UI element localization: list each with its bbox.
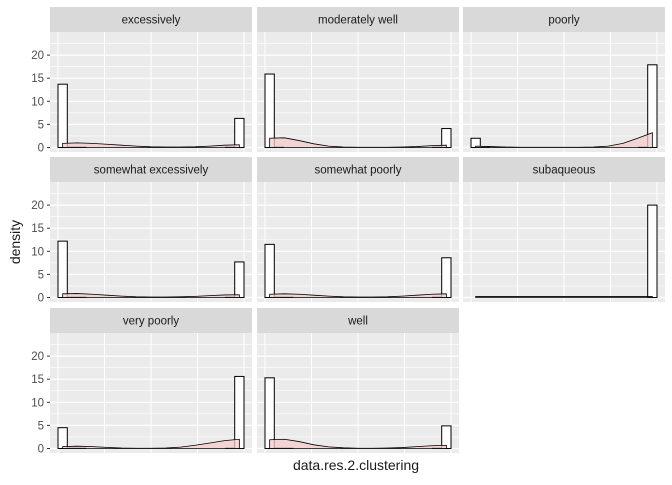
- y-tick-label: 0: [38, 143, 44, 155]
- facet-panel-very-poorly: very poorly 0 5 10 15 20: [31, 308, 252, 456]
- density-area: [476, 297, 653, 298]
- histogram-bar: [58, 428, 67, 449]
- facet-panel-excessively: excessively 0 5 10 15 20: [31, 7, 252, 155]
- histogram-bar: [265, 244, 274, 297]
- facet-label: very poorly: [123, 316, 179, 328]
- histogram-bar: [442, 129, 451, 148]
- facet-panel-subaqueous: subaqueous: [463, 157, 665, 302]
- y-tick-label: 20: [31, 351, 44, 363]
- y-tick-label: 15: [31, 223, 44, 235]
- facet-label: subaqueous: [533, 165, 596, 177]
- facet-panel-poorly: poorly: [463, 7, 665, 152]
- x-axis-title: data.res.2.clustering: [293, 457, 419, 473]
- facet-label: well: [347, 316, 368, 328]
- y-tick-label: 20: [31, 200, 44, 212]
- y-tick-label: 5: [38, 119, 44, 131]
- histogram-bar: [235, 118, 244, 147]
- facet-label: poorly: [548, 15, 580, 27]
- histogram-bar: [58, 241, 67, 297]
- histogram-bar: [58, 84, 67, 147]
- facet-label: somewhat poorly: [315, 165, 402, 177]
- histogram-bar: [648, 205, 657, 297]
- histogram-bar: [235, 376, 244, 448]
- y-tick-label: 15: [31, 73, 44, 85]
- facet-panel-somewhat-poorly: somewhat poorly: [257, 157, 459, 302]
- facet-label: excessively: [122, 15, 181, 27]
- y-tick-label: 10: [31, 96, 44, 108]
- y-tick-label: 20: [31, 50, 44, 62]
- y-tick-label: 15: [31, 374, 44, 386]
- y-tick-label: 0: [38, 293, 44, 305]
- y-axis-title: density: [7, 220, 23, 264]
- facet-label: somewhat excessively: [94, 165, 209, 177]
- histogram-bar: [235, 262, 244, 298]
- y-tick-label: 0: [38, 444, 44, 456]
- histogram-bar: [265, 74, 274, 147]
- y-tick-label: 10: [31, 397, 44, 409]
- histogram-bar: [265, 378, 274, 449]
- y-tick-label: 5: [38, 420, 44, 432]
- y-tick-label: 5: [38, 269, 44, 281]
- histogram-bar: [442, 258, 451, 298]
- facet-panel-moderately-well: moderately well: [257, 7, 459, 152]
- y-tick-label: 10: [31, 246, 44, 258]
- facet-label: moderately well: [318, 15, 398, 27]
- facet-panel-well: well: [257, 308, 459, 453]
- facet-panel-somewhat-excessively: somewhat excessively 0 5 10 15 20: [31, 157, 252, 305]
